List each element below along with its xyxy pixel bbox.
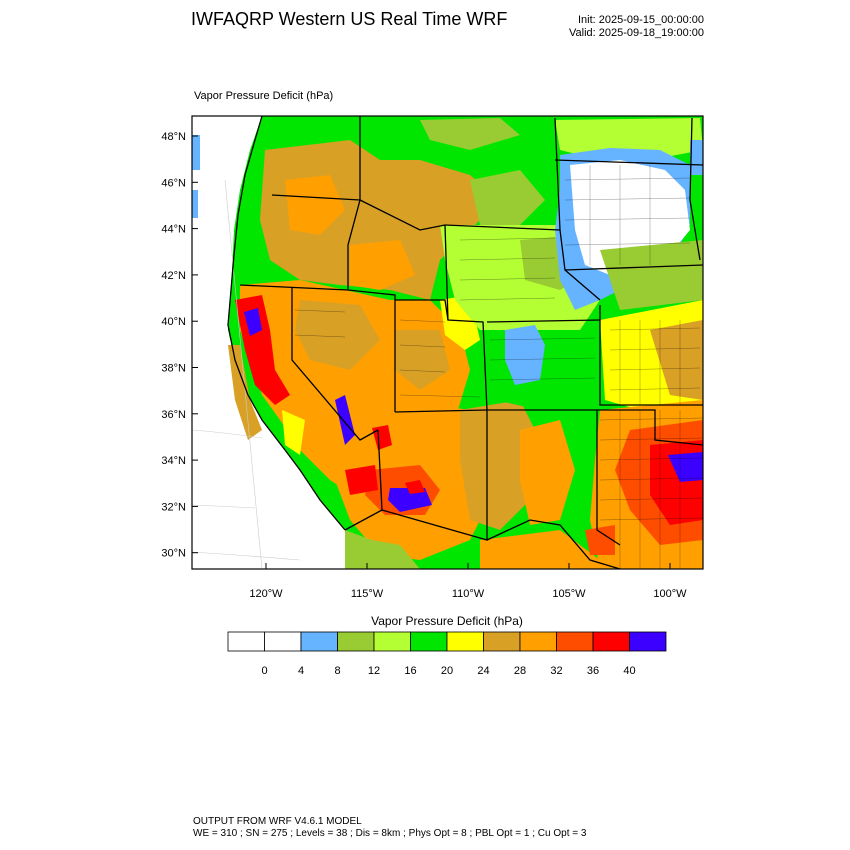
ocean <box>192 116 372 569</box>
colorbar-swatch <box>337 631 375 652</box>
colorbar-tick-label: 4 <box>298 665 304 677</box>
socal-yellow <box>282 410 305 455</box>
nebraska-olive <box>600 240 703 310</box>
lon-tick-label: 115°W <box>351 588 384 600</box>
colorbar-swatch <box>556 631 594 652</box>
utah-tan <box>395 330 450 390</box>
lat-tick-label: 42°N <box>161 270 186 282</box>
lat-tick-label: 44°N <box>161 224 186 236</box>
lat-tick-label: 38°N <box>161 363 186 375</box>
model-version: OUTPUT FROM WRF V4.6.1 MODEL <box>193 816 362 827</box>
oregon-orange <box>285 175 345 235</box>
latitude-axis: 48°N 46°N 44°N 42°N 40°N 38°N 36°N 34°N 32°N 30°N <box>161 131 198 560</box>
baja-olive <box>345 530 420 569</box>
colorbar-tick-label: 28 <box>514 665 526 677</box>
montana-olive-2 <box>470 170 545 225</box>
colorbar-swatch <box>592 631 630 652</box>
coastal-low-vpd <box>192 135 200 170</box>
colorbar-tick-labels: 0 4 8 12 16 20 24 28 32 36 40 <box>261 665 635 677</box>
lat-tick-label: 30°N <box>161 548 186 560</box>
colorbar-swatch <box>300 631 338 652</box>
colorbar-tick-label: 36 <box>587 665 599 677</box>
colorbar-swatch <box>227 631 265 652</box>
chihuahua-orange <box>480 530 600 569</box>
colorbar-tick-label: 20 <box>441 665 453 677</box>
texas-max-vpd <box>668 452 703 482</box>
colorbar-tick-label: 24 <box>477 665 489 677</box>
colorado-rockies-blue <box>505 325 545 385</box>
sonoran-red <box>345 465 378 495</box>
init-time: Init: 2025-09-15_00:00:00 <box>578 14 704 26</box>
coastal-low-vpd <box>192 190 198 218</box>
colorbar-title: Vapor Pressure Deficit (hPa) <box>371 614 523 628</box>
north-dakota-lime <box>555 118 703 160</box>
arizona-max-vpd <box>388 488 432 512</box>
minnesota-blue <box>690 140 703 175</box>
death-valley-max <box>335 395 355 445</box>
county-boundaries <box>294 165 703 569</box>
lon-tick-label: 100°W <box>653 588 687 600</box>
colorbar-swatch <box>519 631 557 652</box>
kansas-tan <box>650 320 703 400</box>
colorbar-tick-label: 12 <box>368 665 380 677</box>
montana-olive <box>420 118 520 150</box>
colorbar-tick-label: 32 <box>550 665 562 677</box>
colorbar-swatch <box>446 631 484 652</box>
colorbar-swatch <box>264 631 302 652</box>
colorbar-swatch <box>629 631 667 652</box>
lat-tick-label: 46°N <box>161 177 186 189</box>
graticule <box>191 179 301 570</box>
valid-time: Valid: 2025-09-18_19:00:00 <box>569 27 704 39</box>
colorbar-tick-label: 0 <box>261 665 267 677</box>
lat-tick-label: 48°N <box>161 131 186 143</box>
colorbar-swatch <box>483 631 521 652</box>
arizona-red <box>405 480 425 494</box>
lon-tick-label: 105°W <box>552 588 586 600</box>
model-footer: OUTPUT FROM WRF V4.6.1 MODEL WE = 310 ; … <box>193 816 586 840</box>
vpd-field <box>192 116 703 569</box>
colorbar-tick-label: 40 <box>623 665 635 677</box>
lat-tick-label: 34°N <box>161 455 186 467</box>
lon-tick-label: 120°W <box>249 588 283 600</box>
state-boundaries <box>227 116 703 569</box>
model-config: WE = 310 ; SN = 275 ; Levels = 38 ; Dis … <box>193 828 587 839</box>
colorbar-tick-label: 8 <box>334 665 340 677</box>
lat-tick-label: 40°N <box>161 316 186 328</box>
field-label: Vapor Pressure Deficit (hPa) <box>194 90 334 102</box>
colorbar-swatches <box>227 631 667 652</box>
big-bend-red-orange <box>585 525 615 555</box>
colorbar-tick-label: 16 <box>404 665 416 677</box>
colorbar-swatch <box>410 631 448 652</box>
longitude-axis: 120°W 115°W 110°W 105°W 100°W <box>249 563 687 600</box>
run-times: Init: 2025-09-15_00:00:00 Valid: 2025-09… <box>540 14 704 40</box>
chart-title: IWFAQRP Western US Real Time WRF <box>191 9 508 29</box>
lat-tick-label: 36°N <box>161 409 186 421</box>
nevada-tan <box>295 300 380 370</box>
colorbar-swatch <box>373 631 411 652</box>
colorbar: 0 4 8 12 16 20 24 28 32 36 40 <box>227 631 667 677</box>
new-mexico-orange <box>520 420 575 525</box>
lon-tick-label: 110°W <box>452 588 485 600</box>
sacramento-max <box>244 308 262 336</box>
map-frame <box>191 115 704 570</box>
lat-tick-label: 32°N <box>161 501 186 513</box>
idaho-orange <box>350 240 415 290</box>
